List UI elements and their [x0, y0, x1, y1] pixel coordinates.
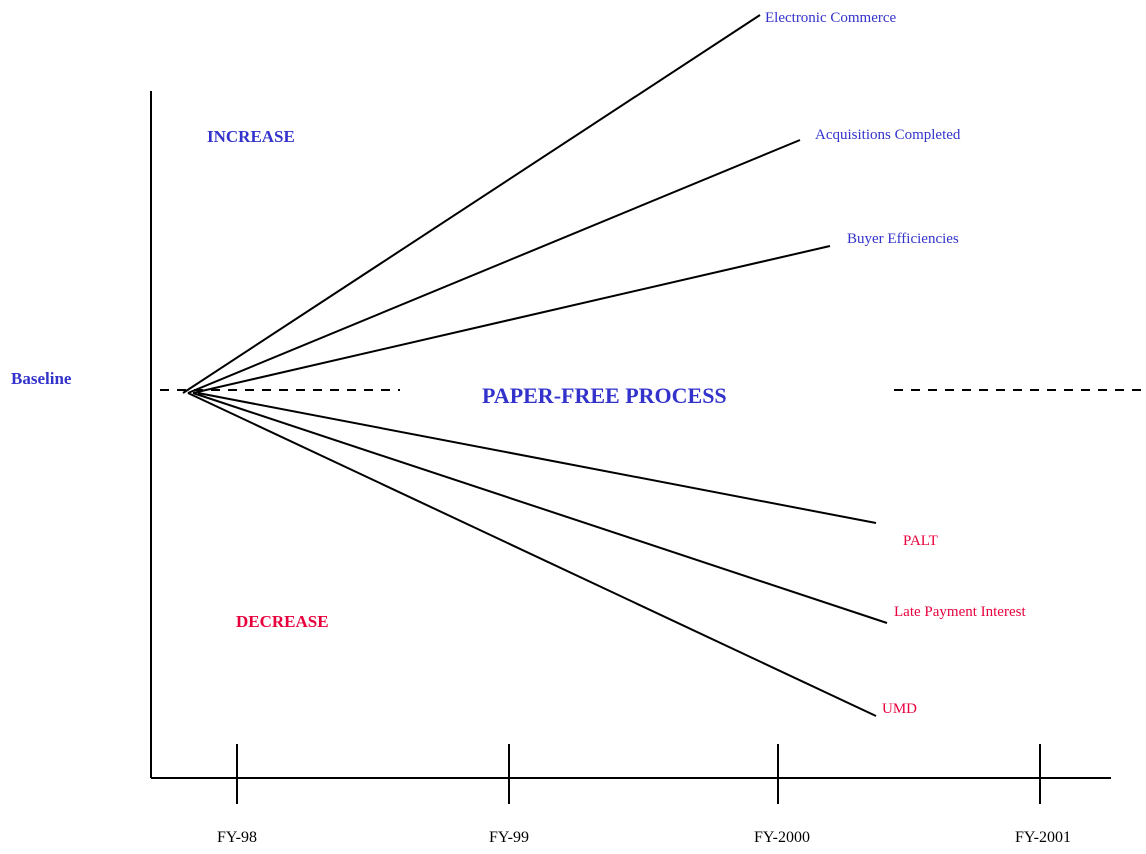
trend-line-late-payment-interest: [192, 392, 888, 624]
decrease-region-label: DECREASE: [236, 612, 329, 631]
trend-line-palt: [197, 392, 877, 524]
measure-label-palt: PALT: [903, 533, 938, 549]
measure-label-buyer-efficiencies: Buyer Efficiencies: [847, 231, 959, 247]
increase-region-label: INCREASE: [207, 127, 295, 146]
measure-label-acquisitions-completed: Acquisitions Completed: [815, 127, 961, 143]
x-tick-label-fy98: FY-98: [217, 829, 257, 846]
x-tick-label-fy2000: FY-2000: [754, 829, 810, 846]
diagram-title: PAPER-FREE PROCESS: [482, 383, 727, 408]
trend-line-buyer-efficiencies: [192, 245, 831, 394]
x-tick-label-fy2001: FY-2001: [1015, 829, 1071, 846]
measure-label-late-payment-interest: Late Payment Interest: [894, 604, 1026, 620]
trend-line-electronic-commerce: [182, 14, 761, 394]
measure-label-electronic-commerce: Electronic Commerce: [765, 10, 897, 26]
trend-line-umd: [187, 392, 877, 717]
trend-line-acquisitions-completed: [187, 139, 801, 394]
baseline-label: Baseline: [11, 369, 72, 388]
measure-label-umd: UMD: [882, 701, 917, 717]
x-tick-label-fy99: FY-99: [489, 829, 529, 846]
